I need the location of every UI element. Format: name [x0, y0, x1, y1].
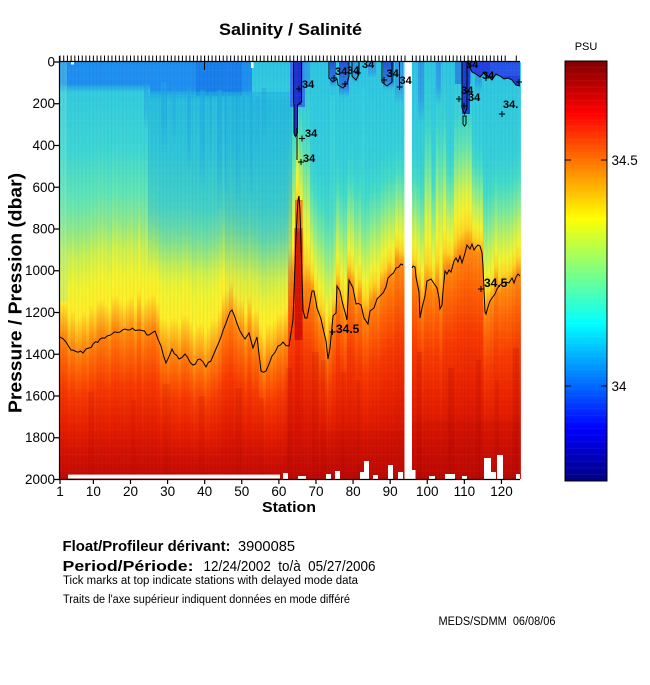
- svg-text:30: 30: [160, 484, 175, 499]
- svg-text:34: 34: [387, 68, 400, 80]
- svg-text:80: 80: [346, 484, 361, 499]
- svg-text:PSU: PSU: [575, 41, 598, 53]
- svg-text:Tick marks at top indicate sta: Tick marks at top indicate stations with…: [63, 575, 359, 587]
- svg-text:Float/Profileur dérivant:: Float/Profileur dérivant:: [63, 538, 231, 555]
- svg-text:34.: 34.: [503, 99, 518, 111]
- svg-text:400: 400: [32, 138, 55, 153]
- svg-text:34: 34: [482, 70, 495, 82]
- svg-text:200: 200: [32, 96, 55, 111]
- svg-text:34: 34: [461, 85, 474, 97]
- svg-text:60: 60: [271, 484, 286, 499]
- svg-text:40: 40: [197, 484, 212, 499]
- svg-text:120: 120: [490, 484, 513, 499]
- svg-text:100: 100: [416, 484, 439, 499]
- svg-text:34: 34: [335, 66, 348, 78]
- svg-text:110: 110: [454, 484, 476, 499]
- svg-text:MEDS/SDMM 06/08/06: MEDS/SDMM 06/08/06: [439, 616, 556, 628]
- svg-text:20: 20: [123, 484, 138, 499]
- svg-text:70: 70: [308, 484, 323, 499]
- svg-text:1800: 1800: [25, 430, 55, 445]
- svg-text:34: 34: [612, 379, 628, 394]
- svg-text:34: 34: [347, 65, 360, 77]
- svg-text:34: 34: [400, 75, 413, 87]
- svg-text:34.5: 34.5: [336, 322, 360, 336]
- svg-text:90: 90: [383, 484, 398, 499]
- svg-text:12/24/2002 to/à 05/27/2006: 12/24/2002 to/à 05/27/2006: [204, 558, 376, 575]
- svg-text:600: 600: [32, 180, 55, 195]
- svg-text:1: 1: [56, 484, 64, 499]
- svg-text:0: 0: [47, 55, 55, 70]
- svg-text:34.5: 34.5: [484, 276, 508, 290]
- svg-text:34: 34: [468, 92, 481, 104]
- svg-text:800: 800: [32, 222, 55, 237]
- svg-text:34: 34: [303, 153, 316, 165]
- svg-text:1600: 1600: [25, 389, 55, 404]
- svg-text:2000: 2000: [25, 472, 55, 487]
- svg-text:Pressure / Pression (dbar): Pressure / Pression (dbar): [6, 173, 26, 413]
- svg-text:1200: 1200: [25, 305, 55, 320]
- svg-text:Period/Période:: Period/Période:: [63, 558, 194, 575]
- svg-text:34.5: 34.5: [612, 153, 638, 168]
- svg-text:Traits de l'axe supérieur indi: Traits de l'axe supérieur indiquent donn…: [63, 594, 350, 606]
- svg-text:50: 50: [234, 484, 249, 499]
- svg-text:3900085: 3900085: [238, 538, 295, 555]
- svg-text:34: 34: [305, 128, 318, 140]
- svg-text:Station: Station: [262, 500, 316, 516]
- svg-text:34: 34: [302, 79, 315, 91]
- svg-text:1400: 1400: [25, 347, 55, 362]
- svg-text:1000: 1000: [25, 263, 55, 278]
- svg-text:10: 10: [86, 484, 101, 499]
- svg-text:Salinity / Salinité: Salinity / Salinité: [219, 21, 362, 39]
